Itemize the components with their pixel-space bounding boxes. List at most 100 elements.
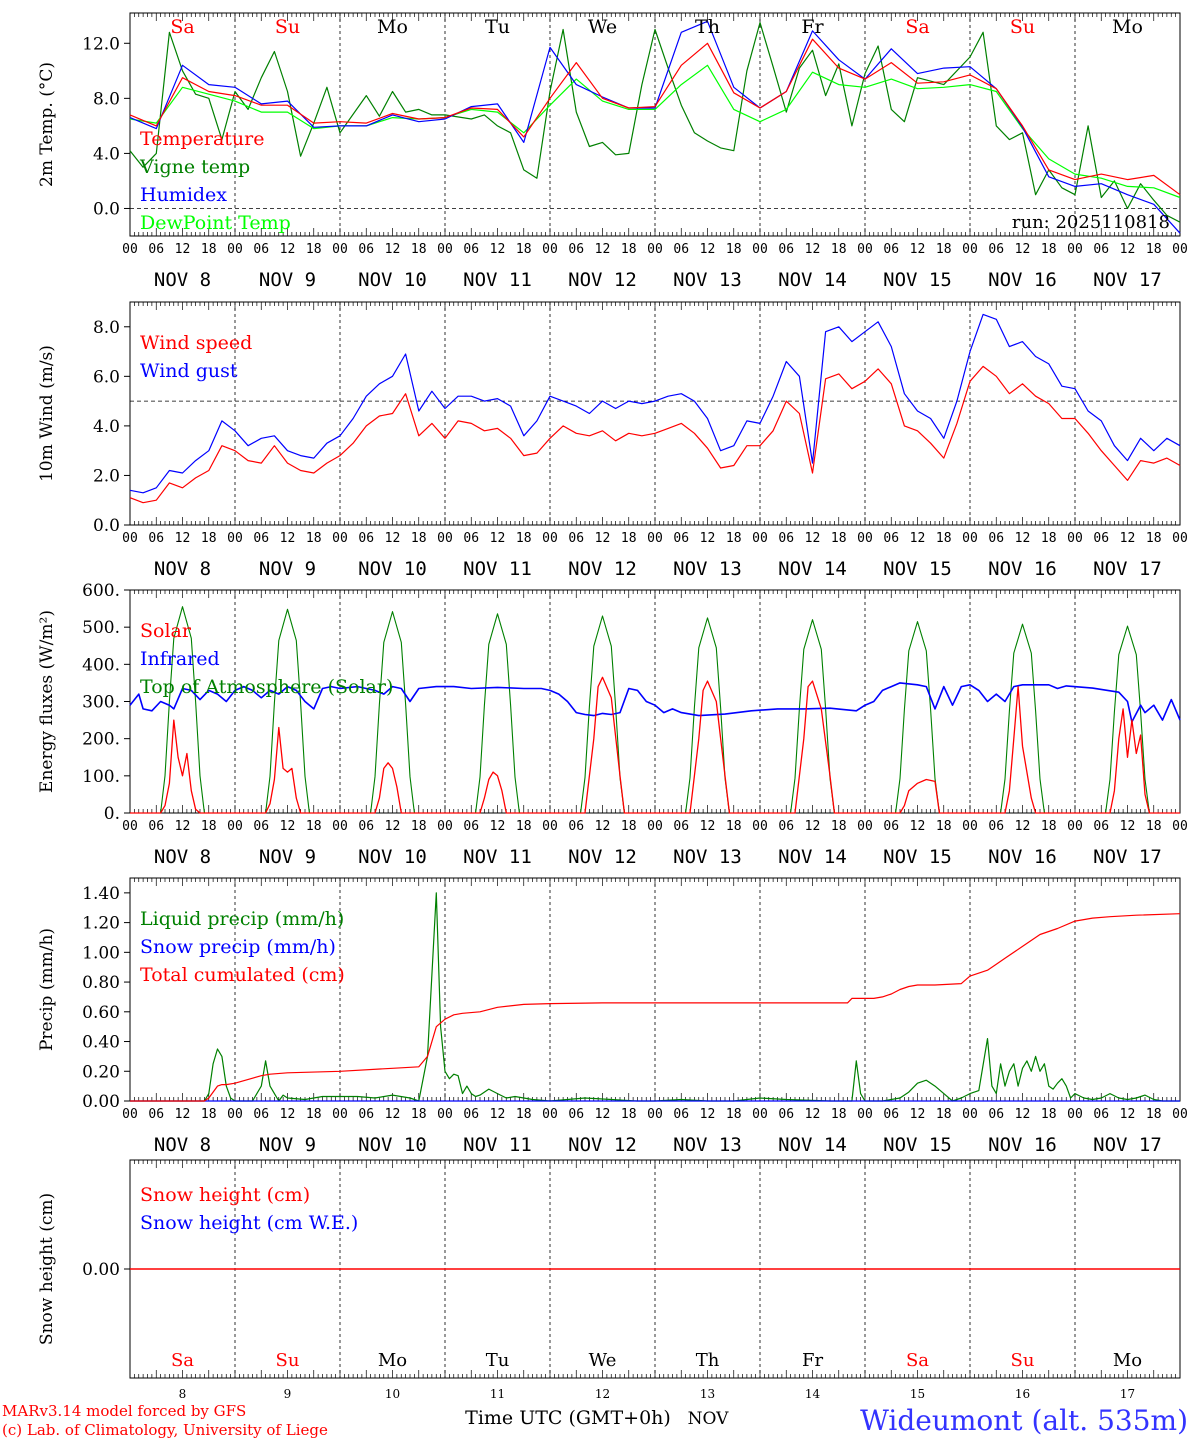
day-name: Su [276, 1350, 300, 1371]
hour-label: 12 [700, 819, 716, 834]
legend-entry: Wind speed [140, 332, 252, 354]
hour-label: 00 [332, 1107, 348, 1122]
hour-label: 00 [542, 531, 558, 546]
hour-label: 00 [227, 242, 243, 257]
hour-label: 18 [201, 242, 217, 257]
date-label: NOV 12 [568, 1134, 637, 1156]
hour-label: 18 [831, 1107, 847, 1122]
x-axis-label: Time UTC (GMT+0h) [465, 1407, 671, 1429]
hour-label: 06 [148, 1107, 164, 1122]
hour-label: 18 [1146, 819, 1162, 834]
hour-label: 18 [306, 1107, 322, 1122]
hour-label: 12 [595, 1107, 611, 1122]
hour-label: 00 [962, 819, 978, 834]
hour-label: 00 [752, 1107, 768, 1122]
y-tick-label: 0.60 [82, 1003, 120, 1023]
hour-label: 06 [568, 531, 584, 546]
hour-label: 18 [516, 1107, 532, 1122]
hour-label: 12 [385, 819, 401, 834]
date-label: NOV 10 [358, 1134, 427, 1156]
panel-frame [129, 12, 1181, 237]
hour-label: 00 [647, 819, 663, 834]
day-name: Th [695, 16, 720, 38]
hour-label: 18 [306, 819, 322, 834]
run-label: run: 2025110818 [1012, 212, 1170, 233]
hour-label: 00 [437, 242, 453, 257]
hour-label: 00 [647, 531, 663, 546]
series-wind-speed [129, 365, 1181, 504]
date-label: NOV 12 [568, 269, 637, 291]
y-tick-label: 8.0 [93, 89, 120, 109]
hour-label: 00 [122, 531, 138, 546]
hour-label: 06 [148, 819, 164, 834]
hour-label: 12 [1015, 531, 1031, 546]
hour-label: 18 [831, 819, 847, 834]
legend-entry: Vigne temp [139, 156, 250, 178]
y-axis-label: 2m Temp. (°C) [37, 62, 57, 187]
date-label: NOV 11 [463, 1134, 532, 1156]
legend-entry: Humidex [140, 184, 227, 206]
hour-label: 12 [700, 242, 716, 257]
y-tick-label: 0.80 [82, 973, 120, 993]
hour-label: 18 [726, 242, 742, 257]
date-label: NOV 16 [988, 846, 1057, 868]
day-name: Su [1011, 1350, 1035, 1371]
hour-label: 00 [227, 819, 243, 834]
hour-label: 18 [936, 531, 952, 546]
hour-label: 00 [857, 242, 873, 257]
hour-label: 18 [1041, 242, 1057, 257]
hour-label: 18 [1041, 531, 1057, 546]
hour-label: 06 [988, 1107, 1004, 1122]
y-axis-label: Precip (mm/h) [37, 928, 57, 1051]
y-tick-label: 400. [82, 655, 120, 675]
hour-label: 00 [647, 1107, 663, 1122]
hour-label: 18 [516, 531, 532, 546]
hour-label: 00 [1067, 531, 1083, 546]
hour-label: 18 [831, 242, 847, 257]
hour-label: 00 [227, 1107, 243, 1122]
hour-label: 18 [1041, 819, 1057, 834]
hour-label: 06 [253, 242, 269, 257]
date-label: NOV 13 [673, 558, 742, 580]
hour-label: 00 [857, 1107, 873, 1122]
legend-entry: Snow height (cm) [140, 1184, 310, 1206]
hour-label: 06 [673, 819, 689, 834]
day-name: Mo [378, 1350, 407, 1371]
hour-label: 06 [778, 242, 794, 257]
date-label: NOV 14 [778, 1134, 847, 1156]
day-number: 13 [700, 1387, 715, 1401]
date-label: NOV 8 [154, 1134, 211, 1156]
hour-label: 00 [752, 819, 768, 834]
hour-label: 12 [175, 531, 191, 546]
y-tick-label: 0.0 [93, 516, 120, 536]
hour-label: 06 [1093, 819, 1109, 834]
y-tick-label: 0.00 [82, 1260, 120, 1280]
date-label: NOV 9 [259, 558, 316, 580]
hour-label: 12 [490, 819, 506, 834]
hour-label: 06 [778, 531, 794, 546]
y-axis-label: Energy fluxes (W/m²) [37, 610, 57, 793]
hour-label: 12 [490, 531, 506, 546]
hour-label: 18 [1146, 531, 1162, 546]
hour-label: 12 [1015, 242, 1031, 257]
hour-label: 06 [883, 1107, 899, 1122]
hour-label: 00 [1067, 1107, 1083, 1122]
hour-label: 12 [280, 242, 296, 257]
hour-label: 18 [621, 819, 637, 834]
hour-label: 12 [595, 242, 611, 257]
hour-label: 18 [1041, 1107, 1057, 1122]
hour-label: 06 [358, 242, 374, 257]
series-wind-gust [129, 313, 1181, 494]
date-label: NOV 9 [259, 846, 316, 868]
hour-label: 00 [227, 531, 243, 546]
date-label: NOV 16 [988, 269, 1057, 291]
day-name: Sa [906, 1350, 929, 1371]
day-number: 16 [1015, 1387, 1030, 1401]
date-label: NOV 17 [1093, 558, 1162, 580]
y-tick-label: 500. [82, 618, 120, 638]
y-tick-label: 1.40 [82, 884, 120, 904]
hour-label: 00 [437, 1107, 453, 1122]
hour-label: 12 [910, 242, 926, 257]
hour-label: 12 [280, 531, 296, 546]
hour-label: 18 [936, 1107, 952, 1122]
